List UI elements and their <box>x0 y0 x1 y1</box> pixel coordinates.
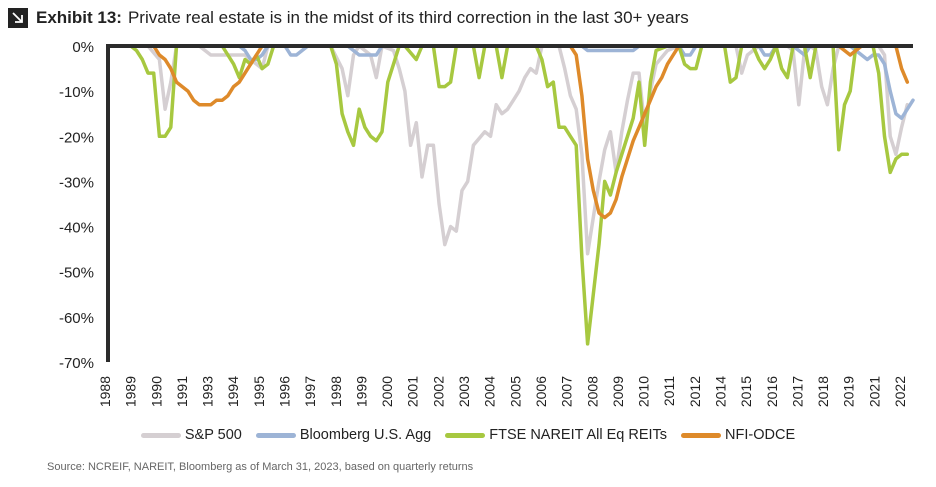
legend-swatch <box>681 432 722 438</box>
y-axis-ticks: 0% -10% -20% -30% -40% -50% -60% -70% <box>59 39 94 372</box>
legend-swatch <box>255 432 296 438</box>
legend-label: Bloomberg U.S. Agg <box>299 427 432 443</box>
legend-label: S&P 500 <box>184 427 242 443</box>
x-tick-label: 2018 <box>815 376 831 407</box>
x-tick-label: 2019 <box>841 376 857 407</box>
x-tick-label: 2021 <box>866 376 882 407</box>
x-tick-label: 1989 <box>123 376 139 407</box>
y-tick-label: -10% <box>59 84 94 101</box>
x-tick-label: 1995 <box>251 376 267 407</box>
legend-item: Bloomberg U.S. Agg <box>255 427 432 443</box>
x-tick-label: 1990 <box>148 376 164 407</box>
y-tick-label: -30% <box>59 174 94 191</box>
x-tick-label: 1988 <box>97 376 113 407</box>
x-tick-label: 1991 <box>174 376 190 407</box>
x-tick-label: 2022 <box>892 376 908 407</box>
x-tick-label: 1994 <box>225 376 241 407</box>
y-tick-label: -60% <box>59 310 94 327</box>
x-tick-label: 2015 <box>738 376 754 407</box>
y-tick-label: -70% <box>59 355 94 372</box>
legend-item: FTSE NAREIT All Eq REITs <box>445 427 667 443</box>
x-tick-label: 2009 <box>610 376 626 407</box>
chart-title: Private real estate is in the midst of i… <box>127 8 689 27</box>
x-tick-label: 1998 <box>328 376 344 407</box>
x-tick-label: 2010 <box>636 376 652 407</box>
series-line <box>106 44 915 120</box>
x-tick-label: 2004 <box>482 376 498 407</box>
x-tick-label: 1993 <box>200 376 216 407</box>
x-tick-label: 2005 <box>507 376 523 407</box>
x-tick-label: 1997 <box>302 376 318 407</box>
series-line <box>106 44 910 346</box>
x-tick-label: 2008 <box>584 376 600 407</box>
legend-item: NFI-ODCE <box>681 427 795 443</box>
legend-item: S&P 500 <box>140 427 242 443</box>
series-layer <box>106 44 915 346</box>
x-tick-label: 1996 <box>277 376 293 407</box>
x-tick-label: 2007 <box>559 376 575 407</box>
legend-label: FTSE NAREIT All Eq REITs <box>489 427 668 443</box>
legend-swatch <box>445 432 486 438</box>
x-tick-label: 2003 <box>456 376 472 407</box>
x-tick-label: 2002 <box>430 376 446 407</box>
legend-label: NFI-ODCE <box>725 427 796 443</box>
y-tick-label: -50% <box>59 265 94 282</box>
x-tick-label: 2001 <box>405 376 421 407</box>
y-tick-label: 0% <box>72 39 94 56</box>
x-tick-label: 2006 <box>533 376 549 407</box>
source-note: Source: NCREIF, NAREIT, Bloomberg as of … <box>47 461 474 473</box>
legend: S&P 500 Bloomberg U.S. Agg FTSE NAREIT All… <box>0 427 936 443</box>
x-tick-label: 2012 <box>687 376 703 407</box>
x-axis-ticks: 1988 1989 1990 1991 1993 1994 1995 1996 1997 1998… <box>97 376 908 407</box>
x-tick-label: 2017 <box>789 376 805 407</box>
exhibit-label: Exhibit 13: <box>36 8 122 27</box>
x-tick-label: 2011 <box>661 376 677 406</box>
arrow-down-right-icon <box>8 8 28 28</box>
legend-swatch <box>140 432 181 438</box>
x-tick-label: 2014 <box>712 376 728 407</box>
x-tick-label: 2000 <box>379 376 395 407</box>
y-tick-label: -20% <box>59 129 94 146</box>
x-tick-label: 2016 <box>764 376 780 407</box>
y-tick-label: -40% <box>59 220 94 237</box>
x-tick-label: 1999 <box>353 376 369 407</box>
title-row: Exhibit 13: Private real estate is in th… <box>8 6 689 30</box>
